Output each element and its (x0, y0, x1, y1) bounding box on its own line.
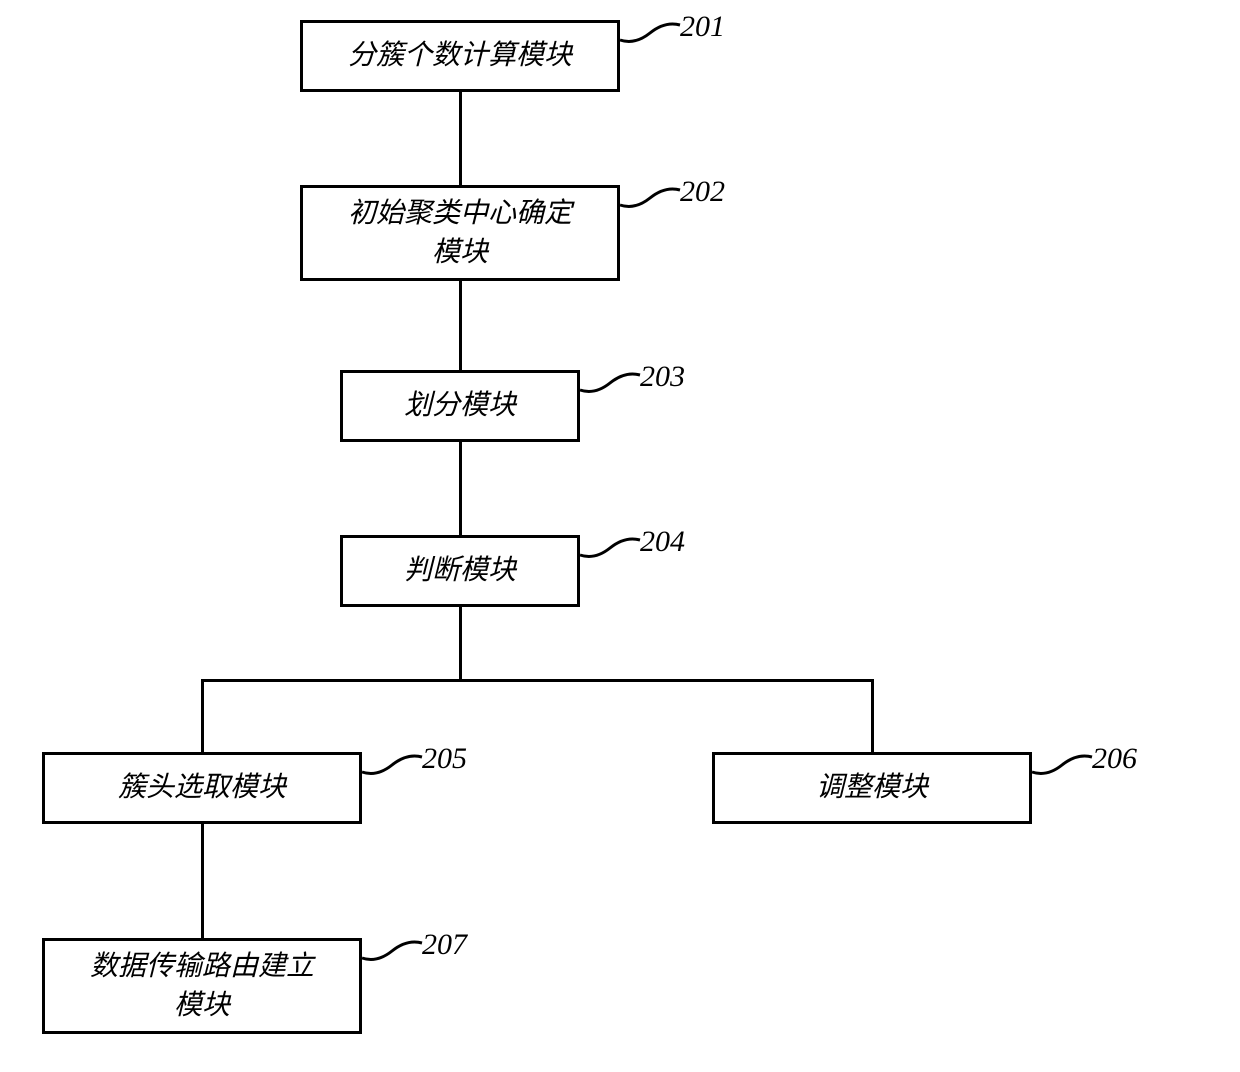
node-label: 分簇个数计算模块 (348, 36, 572, 75)
edge-split-206 (871, 680, 874, 752)
node-label: 划分模块 (404, 386, 516, 425)
node-adjustment-module: 调整模块 (712, 752, 1032, 824)
edge-201-202 (459, 92, 462, 185)
edge-205-207 (201, 824, 204, 938)
node-cluster-head-selection-module: 簇头选取模块 (42, 752, 362, 824)
ref-label-207: 207 (422, 928, 467, 962)
callout-202 (615, 180, 685, 215)
edge-203-204 (459, 442, 462, 535)
callout-206 (1027, 747, 1097, 782)
node-label: 调整模块 (816, 768, 928, 807)
callout-201 (615, 15, 685, 50)
edge-202-203 (459, 281, 462, 370)
ref-label-203: 203 (640, 360, 685, 394)
ref-label-202: 202 (680, 175, 725, 209)
callout-207 (357, 933, 427, 968)
edge-204-split (459, 607, 462, 680)
node-partition-module: 划分模块 (340, 370, 580, 442)
node-initial-cluster-center-module: 初始聚类中心确定模块 (300, 185, 620, 281)
node-data-route-module: 数据传输路由建立模块 (42, 938, 362, 1034)
node-label: 判断模块 (404, 551, 516, 590)
callout-203 (575, 365, 645, 400)
node-label: 数据传输路由建立模块 (90, 947, 314, 1025)
ref-label-204: 204 (640, 525, 685, 559)
ref-label-201: 201 (680, 10, 725, 44)
node-label: 簇头选取模块 (118, 768, 286, 807)
node-cluster-count-module: 分簇个数计算模块 (300, 20, 620, 92)
callout-205 (357, 747, 427, 782)
callout-204 (575, 530, 645, 565)
node-judgment-module: 判断模块 (340, 535, 580, 607)
ref-label-206: 206 (1092, 742, 1137, 776)
ref-label-205: 205 (422, 742, 467, 776)
edge-split-205 (201, 680, 204, 752)
node-label: 初始聚类中心确定模块 (348, 194, 572, 272)
edge-split-horizontal (201, 679, 874, 682)
